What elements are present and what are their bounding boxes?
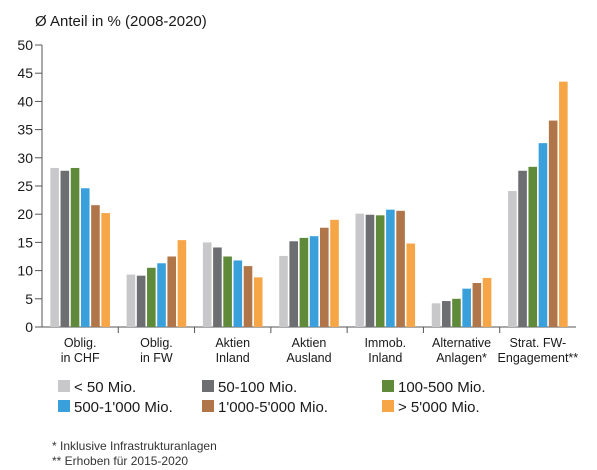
- bar: [441, 301, 451, 327]
- bar: [320, 227, 329, 327]
- y-tick-label: 20: [17, 206, 33, 222]
- bar: [80, 188, 90, 327]
- bars: [50, 81, 568, 328]
- bar: [548, 120, 558, 328]
- footnotes: * Inklusive Infrastrukturanlagen** Erhob…: [52, 439, 217, 468]
- bar: [406, 243, 416, 327]
- bar: [279, 255, 288, 327]
- y-tick-label: 40: [17, 93, 33, 109]
- bar: [289, 241, 298, 327]
- footnote: * Inklusive Infrastrukturanlagen: [52, 439, 217, 453]
- y-tick-label: 45: [17, 65, 33, 81]
- bar: [559, 81, 568, 327]
- legend-swatch: [202, 380, 214, 392]
- bar: [375, 215, 385, 327]
- bar: [157, 263, 166, 327]
- legend-swatch: [382, 380, 394, 392]
- x-tick-label: Strat. FW-: [509, 336, 566, 350]
- legend-label: < 50 Mio.: [74, 379, 136, 396]
- bar: [386, 209, 395, 327]
- y-tick-label: 25: [17, 178, 33, 194]
- bar: [330, 219, 339, 327]
- bar: [70, 167, 80, 327]
- bar: [309, 236, 319, 327]
- bar: [60, 170, 70, 327]
- bar: [299, 237, 309, 327]
- bar: [528, 166, 538, 327]
- bar: [101, 213, 110, 327]
- bar: [223, 256, 232, 327]
- bar: [355, 213, 365, 327]
- y-tick-label: 5: [25, 291, 33, 307]
- y-axis-title: Ø Anteil in % (2008-2020): [35, 13, 207, 30]
- x-tick-label: Aktien: [215, 336, 250, 350]
- bar: [50, 167, 59, 327]
- bar: [431, 303, 441, 327]
- x-tick-label: Alternative: [432, 336, 491, 350]
- x-tick-label: Ausland: [286, 351, 331, 365]
- bar: [396, 210, 405, 327]
- bar: [233, 260, 243, 327]
- legend-swatch: [58, 380, 70, 392]
- y-tick-label: 0: [25, 319, 33, 335]
- bar: [136, 275, 146, 327]
- bar: [452, 298, 461, 327]
- bar: [482, 277, 492, 327]
- x-tick-label: in CHF: [61, 351, 100, 365]
- bar: [462, 288, 471, 327]
- legend-label: 50-100 Mio.: [218, 379, 297, 396]
- x-tick-label: Oblig.: [140, 336, 173, 350]
- footnote: ** Erhoben für 2015-2020: [52, 454, 188, 468]
- legend-swatch: [382, 400, 394, 412]
- legend-label: 1'000-5'000 Mio.: [218, 399, 328, 416]
- bar: [177, 240, 187, 327]
- bar: [472, 283, 482, 327]
- y-tick-label: 50: [17, 37, 33, 53]
- x-tick-label: Inland: [216, 351, 250, 365]
- y-ticks: 0 5 10 15 20 25 30 35 40 45 50: [17, 37, 42, 335]
- legend-label: 100-500 Mio.: [398, 379, 486, 396]
- bar: [126, 274, 136, 327]
- bar: [365, 214, 375, 327]
- legend-label: > 5'000 Mio.: [398, 399, 480, 416]
- x-tick-label: Immob.: [364, 336, 406, 350]
- bar: [91, 205, 100, 327]
- x-tick-label: Anlagen*: [436, 351, 487, 365]
- legend-swatch: [202, 400, 214, 412]
- legend-swatch: [58, 400, 70, 412]
- y-tick-label: 35: [17, 122, 33, 138]
- bar: [213, 247, 222, 327]
- bar: [202, 242, 212, 327]
- y-tick-label: 30: [17, 150, 33, 166]
- bar: [147, 267, 156, 327]
- bar: [518, 170, 527, 327]
- y-tick-label: 15: [17, 234, 33, 250]
- bar: [538, 143, 548, 327]
- x-tick-label: Oblig.: [64, 336, 97, 350]
- bar: [508, 191, 517, 327]
- y-tick-label: 10: [17, 263, 33, 279]
- bar: [167, 256, 177, 327]
- legend-label: 500-1'000 Mio.: [74, 399, 173, 416]
- x-tick-label: Inland: [368, 351, 402, 365]
- x-tick-label: Engagement**: [498, 351, 579, 365]
- legend: < 50 Mio. 50-100 Mio. 100-500 Mio. 500-1'00…: [58, 379, 486, 416]
- x-tick-label: Aktien: [292, 336, 327, 350]
- bar: [253, 277, 263, 327]
- bar: [243, 266, 253, 327]
- x-tick-label: in FW: [140, 351, 173, 365]
